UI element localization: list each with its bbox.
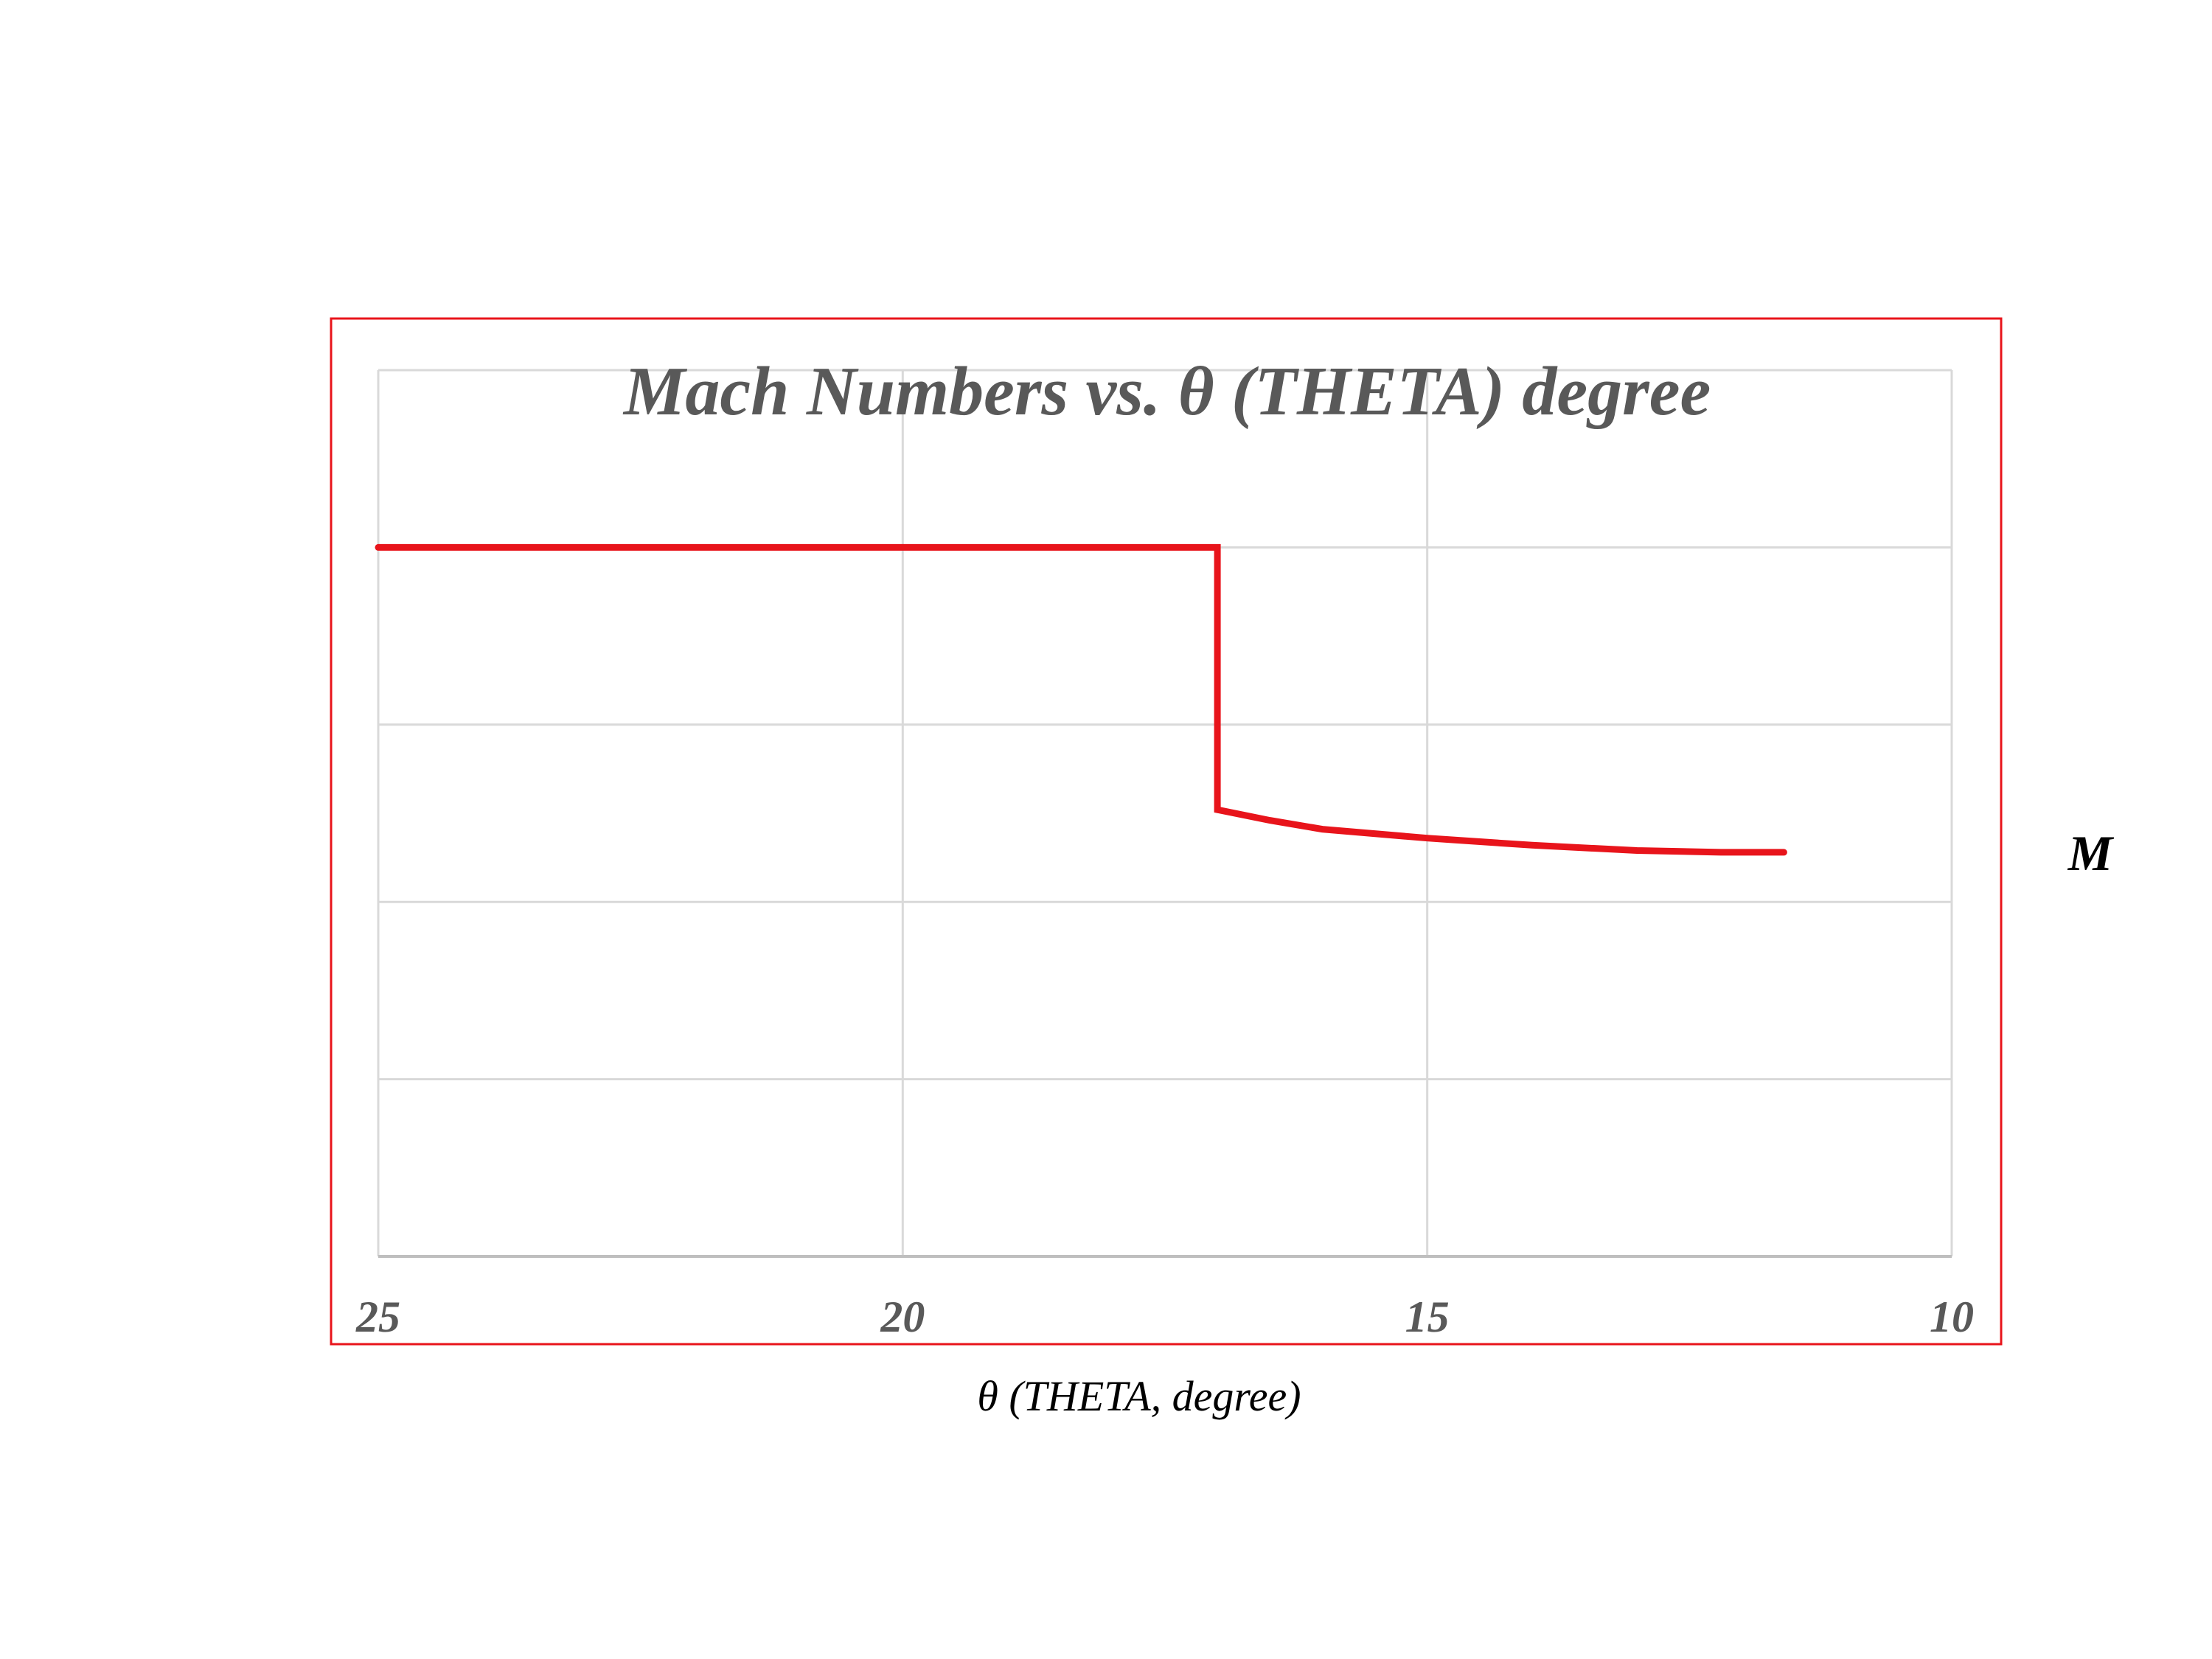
series-line [375,543,1787,856]
x-tick-label: 15 [1405,1293,1450,1341]
x-tick-labels: 25 20 15 10 [355,1293,1974,1341]
chart-title: Mach Numbers vs. θ (THETA) degree [622,353,1711,430]
x-tick-label: 20 [880,1293,925,1341]
series-layer [375,543,1787,856]
y-axis-label: M [2067,825,2115,881]
x-tick-label: 10 [1930,1293,1974,1341]
x-axis-label: θ (THETA, degree) [977,1372,1301,1420]
chart-frame [330,317,2003,1346]
grid [377,369,1953,1258]
x-tick-label: 25 [355,1293,400,1341]
